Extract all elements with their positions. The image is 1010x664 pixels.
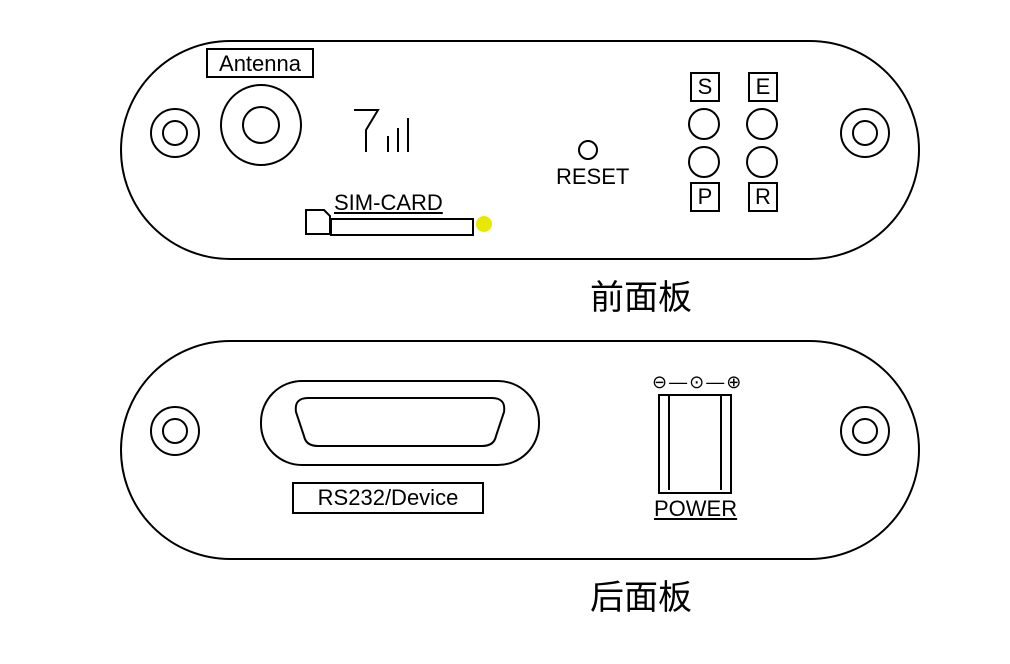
antenna-connector-inner-icon [242,106,280,144]
reset-button-icon [578,140,598,160]
sim-card-label: SIM-CARD [334,190,443,216]
screw-hole-icon [150,406,200,456]
power-polarity-icon: ⊖—⊙—⊕ [652,372,743,393]
led-icon [688,146,720,178]
diagram-canvas: Antenna RESET SIM-CARD S E P R 前面板 RS232… [20,20,1010,644]
signal-icon [350,106,430,156]
led-label-e: E [748,72,778,102]
rs232-port-inner-icon [290,394,510,450]
screw-hole-icon [840,406,890,456]
led-label-p: P [690,182,720,212]
screw-hole-icon [150,108,200,158]
screw-hole-icon [840,108,890,158]
front-caption: 前面板 [590,270,692,319]
reset-label: RESET [556,164,629,190]
antenna-label: Antenna [206,48,314,78]
led-label-s: S [690,72,720,102]
led-label-r: R [748,182,778,212]
led-icon [746,146,778,178]
rs232-label: RS232/Device [292,482,484,514]
led-icon [688,108,720,140]
power-jack-inner-icon [668,394,722,490]
sim-slot-icon [330,218,474,236]
power-label: POWER [654,496,737,522]
back-caption: 后面板 [590,570,692,619]
led-icon [746,108,778,140]
sim-led-icon [476,216,492,232]
sim-corner-icon [304,208,334,238]
